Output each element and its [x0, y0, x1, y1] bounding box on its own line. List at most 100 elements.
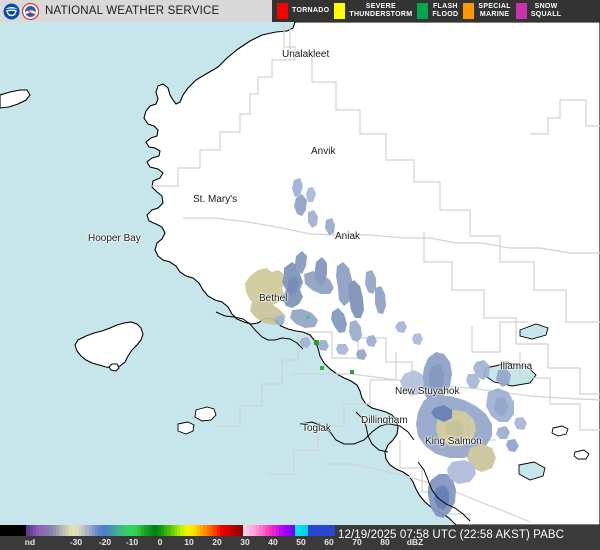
colorbar-segment-94 [308, 525, 312, 536]
colorbar-segment-32 [105, 525, 109, 536]
alert-legend-flash-flood[interactable]: FLASH FLOOD [417, 0, 458, 22]
echo-slate-small-2 [299, 337, 311, 348]
city-label-bethel: Bethel [259, 293, 288, 304]
echo-slate-bethel-arm-s [290, 309, 318, 328]
echo-cluster-scattered [366, 321, 423, 347]
alert-swatch-special-marine [463, 3, 475, 19]
colorbar-segment-81 [265, 525, 270, 536]
colorbar-segment-57 [187, 525, 191, 536]
colorbar-tick-60: 60 [324, 537, 334, 547]
colorbar-segment-59 [193, 525, 197, 536]
echo-slate-bethel-band6 [331, 308, 347, 333]
colorbar-segment-2 [6, 525, 10, 536]
colorbar-segment-21 [68, 525, 73, 536]
colorbar-segment-73 [239, 525, 243, 536]
colorbar-segment-98 [321, 525, 325, 536]
echo-scatter-a [395, 321, 407, 333]
header-bar: NATIONAL WEATHER SERVICE TORNADO SEVERE … [0, 0, 600, 22]
colorbar-tick-30: 30 [240, 537, 250, 547]
colorbar-segment-63 [206, 525, 210, 536]
colorbar-segment-45 [147, 525, 151, 536]
colorbar-segment-101 [331, 525, 335, 536]
colorbar-segment-95 [311, 525, 315, 536]
colorbar-segment-71 [232, 525, 237, 536]
noaa-logo-icon [3, 3, 20, 20]
colorbar-segment-26 [85, 525, 89, 536]
colorbar-segment-99 [324, 525, 329, 536]
nws-branding: NATIONAL WEATHER SERVICE [0, 0, 272, 22]
alert-legend-snow-squall[interactable]: SNOW SQUALL [515, 0, 562, 22]
colorbar-segment-20 [65, 525, 69, 536]
colorbar-segment-92 [301, 525, 306, 536]
radar-map[interactable]: Unalakleet Anvik St. Mary's Hooper Bay A… [0, 22, 600, 525]
colorbar-segment-16 [52, 525, 56, 536]
colorbar-segment-83 [272, 525, 276, 536]
colorbar-segment-84 [275, 525, 279, 536]
echo-slate-bethel-arm-ne [295, 251, 307, 274]
colorbar-segment-37 [121, 525, 125, 536]
alert-label-special-marine: SPECIAL MARINE [478, 3, 511, 18]
colorbar-segment-25 [82, 525, 86, 536]
colorbar-segment-67 [219, 525, 224, 536]
colorbar-tick-40: 40 [268, 537, 278, 547]
page-title: NATIONAL WEATHER SERVICE [45, 5, 220, 17]
alert-legend-severe-thunderstorm[interactable]: SEVERE THUNDERSTORM [334, 0, 412, 22]
colorbar-segment-64 [210, 525, 214, 536]
colorbar-segment-46 [150, 525, 155, 536]
colorbar-segment-49 [160, 525, 165, 536]
colorbar-segment-74 [242, 525, 247, 536]
echo-slate-bethel-band1 [315, 257, 327, 286]
colorbar-segment-43 [141, 525, 145, 536]
colorbar-segment-30 [98, 525, 102, 536]
colorbar-segment-9 [29, 525, 33, 536]
radar-echo-layer [245, 178, 527, 518]
alert-label-tornado: TORNADO [292, 7, 330, 15]
colorbar-tick--20: -20 [98, 537, 112, 547]
alert-legend: TORNADO SEVERE THUNDERSTORM FLASH FLOOD … [272, 0, 600, 22]
colorbar-segment-97 [318, 525, 322, 536]
colorbar-segment-80 [262, 525, 266, 536]
echo-cluster-king-salmon [400, 352, 527, 518]
boundary-iliamna-ne [471, 321, 528, 353]
echo-ks-khaki-se [467, 444, 496, 472]
alert-legend-special-marine[interactable]: SPECIAL MARINE [463, 0, 511, 22]
colorbar-tick--30: -30 [69, 537, 83, 547]
colorbar-tick-80: 80 [380, 537, 390, 547]
colorbar-segment-31 [101, 525, 105, 536]
echo-ks-patch-c [466, 374, 480, 388]
echo-ks-sliver-2 [514, 417, 527, 430]
colorbar-tick-labels: nd -30 -20 -10 0 10 20 30 40 50 60 70 80 dBZ [0, 536, 423, 550]
nunivak-small-lobe [108, 363, 120, 372]
echo-slate-bethel-core2 [287, 276, 299, 296]
bering-islet-b [177, 421, 195, 435]
colorbar-segment-11 [36, 525, 40, 536]
colorbar-segment-48 [157, 525, 161, 536]
colorbar-segment-61 [200, 525, 204, 536]
colorbar-tick-dBZ: dBZ [406, 537, 424, 547]
colorbar-segment-78 [255, 525, 260, 536]
echo-ks-khaki-core2 [445, 420, 464, 438]
colorbar-segment-91 [298, 525, 302, 536]
colorbar-segment-38 [124, 525, 128, 536]
boundary-bristol-2 [268, 352, 397, 475]
coast-nushagak [355, 411, 389, 453]
alert-legend-tornado[interactable]: TORNADO [277, 0, 329, 22]
colorbar-segment-53 [173, 525, 178, 536]
colorbar-tick-20: 20 [212, 537, 222, 547]
echo-slate-bethel-north-b [308, 210, 318, 228]
colorbar-segment-82 [269, 525, 273, 536]
boundary-mid-b [423, 232, 600, 395]
echo-teal-dot [306, 315, 310, 319]
footer-bar: nd -30 -20 -10 0 10 20 30 40 50 60 70 80 dBZ 12/19/20… [0, 525, 600, 550]
boundary-yukon-1 [289, 22, 600, 323]
colorbar-segment-19 [62, 525, 66, 536]
echo-cluster-north [292, 178, 316, 202]
lake-clark [519, 323, 549, 340]
city-label-anvik: Anvik [311, 146, 336, 157]
colorbar-segment-14 [45, 525, 50, 536]
echo-slate-small-1 [274, 315, 285, 325]
colorbar-segment-96 [315, 525, 319, 536]
colorbar-segment-90 [295, 525, 299, 536]
echo-slate-bethel-band4 [365, 270, 376, 294]
